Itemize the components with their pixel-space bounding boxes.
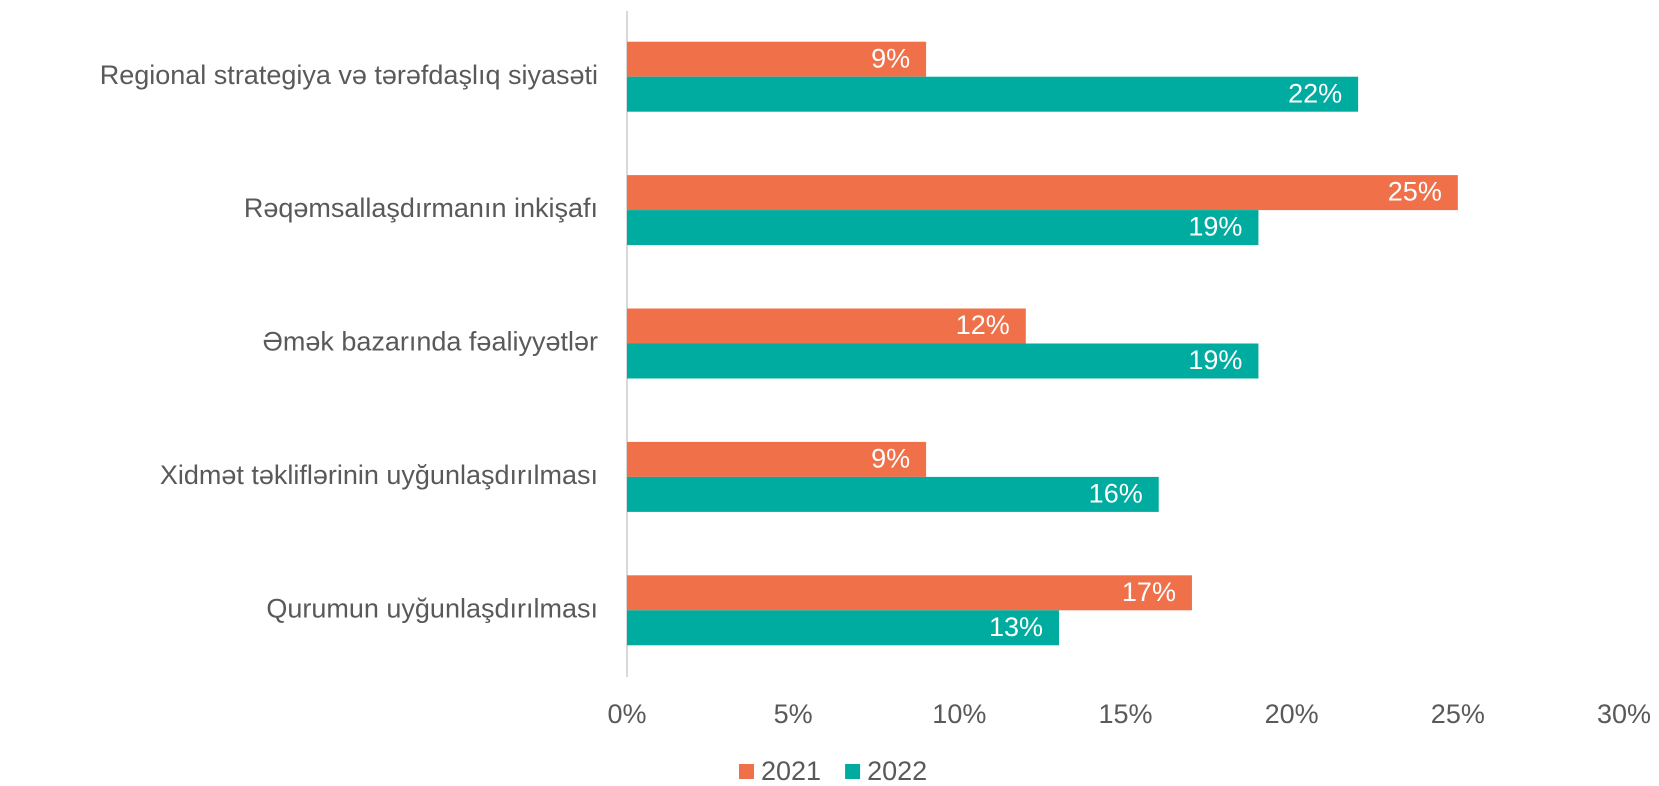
bar: [627, 476, 1159, 512]
data-label: 17%: [1122, 577, 1176, 607]
data-label: 19%: [1188, 212, 1242, 242]
bar: [627, 575, 1192, 611]
data-label: 12%: [956, 310, 1010, 340]
bar: [627, 41, 927, 77]
x-tick-label: 20%: [1265, 699, 1319, 729]
legend-label: 2022: [867, 756, 927, 786]
x-tick-label: 0%: [607, 699, 646, 729]
data-label: 13%: [989, 612, 1043, 642]
bar: [627, 441, 927, 477]
data-label: 19%: [1188, 345, 1242, 375]
x-tick-label: 10%: [932, 699, 986, 729]
y-tick-label: Qurumun uyğunlaşdırılması: [266, 593, 598, 623]
data-label: 25%: [1388, 177, 1442, 207]
y-tick-label: Regional strategiya və tərəfdaşlıq siyas…: [100, 60, 598, 90]
bar: [627, 308, 1026, 344]
legend-label: 2021: [761, 756, 821, 786]
bar: [627, 76, 1359, 112]
y-tick-label: Xidmət təkliflərinin uyğunlaşdırılması: [160, 460, 598, 490]
x-tick-label: 25%: [1431, 699, 1485, 729]
y-tick-label: Əmək bazarında fəaliyyətlər: [263, 327, 598, 357]
data-label: 22%: [1288, 78, 1342, 108]
bar: [627, 610, 1060, 646]
legend-swatch: [739, 764, 754, 779]
data-label: 9%: [871, 43, 910, 73]
bar: [627, 210, 1259, 246]
bar: [627, 175, 1458, 211]
y-tick-label: Rəqəmsallaşdırmanın inkişafı: [244, 193, 598, 223]
x-tick-label: 15%: [1098, 699, 1152, 729]
data-label: 16%: [1089, 479, 1143, 509]
legend-swatch: [845, 764, 861, 779]
x-tick-label: 30%: [1597, 699, 1651, 729]
bar: [627, 343, 1259, 379]
x-tick-label: 5%: [774, 699, 813, 729]
data-label: 9%: [871, 444, 910, 474]
